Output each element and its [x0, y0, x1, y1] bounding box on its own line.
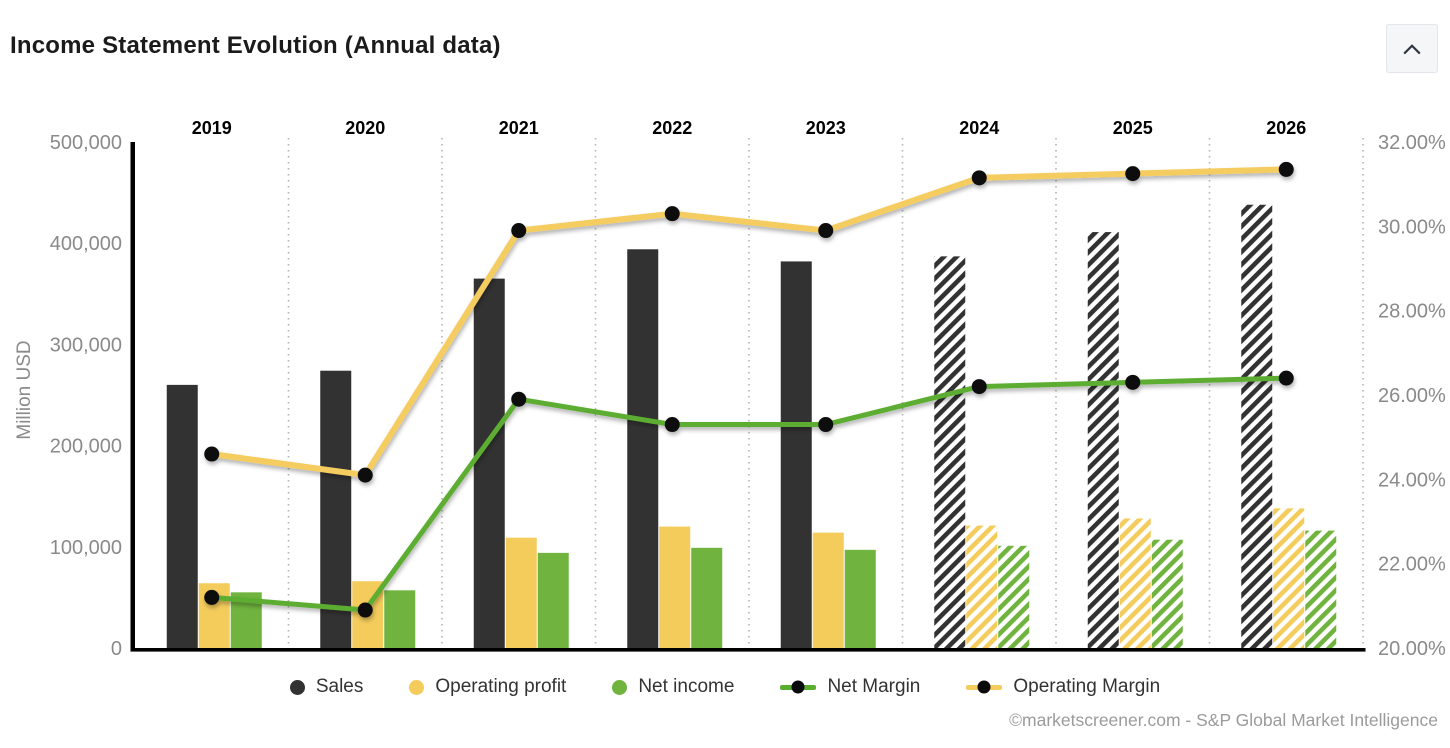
svg-text:2019: 2019 [192, 118, 232, 138]
bar-sales-2026 [1241, 204, 1273, 648]
bar-series-sales [166, 204, 1273, 648]
legend-label-net-margin: Net Margin [827, 676, 921, 697]
bar-operating-profit-2026 [1273, 508, 1305, 648]
svg-text:0: 0 [111, 638, 122, 660]
line-operating-margin [208, 166, 1290, 479]
bar-operating-profit-2023 [812, 532, 844, 648]
point-operating-margin-2025 [1125, 166, 1141, 182]
svg-text:2020: 2020 [345, 118, 385, 138]
legend-item-operating-profit[interactable]: Operating profit [409, 676, 566, 698]
svg-text:30.00%: 30.00% [1378, 216, 1446, 238]
point-net-margin-2024 [971, 379, 987, 395]
point-operating-margin-2020 [357, 467, 373, 483]
bar-series-net-income [230, 530, 1337, 648]
svg-text:2025: 2025 [1113, 118, 1153, 138]
point-operating-margin-2024 [971, 170, 987, 186]
svg-text:24.00%: 24.00% [1378, 469, 1446, 491]
svg-text:2021: 2021 [499, 118, 539, 138]
bar-net-income-2022 [691, 547, 723, 648]
bar-operating-profit-2025 [1119, 518, 1151, 648]
point-operating-margin-2019 [204, 446, 220, 462]
y-axis-line [130, 142, 135, 648]
bar-sales-2020 [320, 370, 352, 648]
svg-text:20.00%: 20.00% [1378, 638, 1446, 660]
bar-net-income-2020 [384, 590, 416, 648]
point-net-margin-2020 [357, 602, 373, 618]
point-net-margin-2025 [1125, 374, 1141, 390]
point-net-margin-2026 [1278, 370, 1294, 386]
svg-text:32.00%: 32.00% [1378, 132, 1446, 154]
legend-label-operating-profit: Operating profit [435, 676, 567, 697]
svg-text:2023: 2023 [806, 118, 846, 138]
bar-sales-2024 [934, 256, 966, 648]
bar-series-operating-profit [198, 508, 1305, 648]
sales-marker-icon [289, 679, 305, 695]
point-net-margin-2019 [204, 589, 220, 605]
bar-sales-2025 [1087, 232, 1119, 648]
legend-label-operating-margin: Operating Margin [1013, 676, 1161, 697]
bars [166, 204, 1337, 648]
legend-label-sales: Sales [315, 676, 364, 697]
bar-operating-profit-2024 [966, 525, 998, 648]
bar-operating-profit-2022 [659, 526, 691, 648]
chart-legend: Sales Operating profit Net income Net Ma… [0, 666, 1450, 708]
operating-margin-marker-icon [966, 680, 1003, 694]
operating-profit-marker-icon [409, 679, 425, 695]
svg-text:400,000: 400,000 [50, 233, 122, 255]
point-operating-margin-2023 [818, 223, 834, 239]
legend-item-net-income[interactable]: Net income [612, 676, 734, 698]
point-operating-margin-2022 [664, 206, 680, 222]
bar-net-income-2026 [1305, 530, 1337, 648]
chart-canvas: 2019 2020 2021 2022 2023 2024 2025 2026 0 100,000… [14, 118, 1446, 660]
svg-text:28.00%: 28.00% [1378, 301, 1446, 323]
legend-label-net-income: Net income [638, 676, 735, 697]
bar-net-income-2025 [1151, 539, 1183, 648]
legend-item-net-margin[interactable]: Net Margin [780, 676, 920, 698]
collapse-button[interactable] [1386, 24, 1438, 73]
income-statement-chart: 2019 2020 2021 2022 2023 2024 2025 2026 0 100,000… [0, 90, 1450, 665]
bar-sales-2022 [627, 249, 659, 648]
point-net-margin-2022 [664, 417, 680, 433]
bar-sales-2021 [473, 278, 505, 648]
bar-sales-2023 [780, 261, 812, 648]
bar-net-income-2021 [537, 552, 569, 648]
svg-text:500,000: 500,000 [50, 132, 122, 154]
bar-net-income-2023 [844, 549, 876, 648]
svg-text:26.00%: 26.00% [1378, 385, 1446, 407]
left-axis-title: Million USD [14, 340, 35, 439]
margin-lines [204, 161, 1294, 618]
left-axis-labels: 0 100,000 200,000 300,000 400,000 500,000 Mill… [14, 132, 122, 660]
svg-text:22.00%: 22.00% [1378, 554, 1446, 576]
point-net-margin-2023 [818, 417, 834, 433]
x-axis-year-labels: 2019 2020 2021 2022 2023 2024 2025 2026 [192, 118, 1307, 138]
svg-text:100,000: 100,000 [50, 537, 122, 559]
svg-text:2022: 2022 [652, 118, 692, 138]
net-income-marker-icon [612, 679, 628, 695]
point-operating-margin-2026 [1278, 161, 1294, 177]
point-net-margin-2021 [511, 391, 527, 407]
bar-net-income-2024 [998, 545, 1030, 648]
net-margin-marker-icon [780, 680, 817, 694]
point-operating-margin-2021 [511, 223, 527, 239]
chart-title: Income Statement Evolution (Annual data) [10, 32, 501, 59]
svg-text:2024: 2024 [959, 118, 999, 138]
line-net-margin [209, 375, 1289, 613]
svg-text:2026: 2026 [1266, 118, 1306, 138]
attribution: ©marketscreener.com - S&P Global Market … [1009, 710, 1438, 730]
right-axis-labels: 20.00% 22.00% 24.00% 26.00% 28.00% 30.00% 32.0… [1378, 132, 1446, 660]
x-axis-line [130, 648, 1366, 652]
legend-item-sales[interactable]: Sales [289, 676, 364, 698]
bar-operating-profit-2021 [505, 537, 537, 648]
legend-item-operating-margin[interactable]: Operating Margin [966, 676, 1160, 698]
svg-text:300,000: 300,000 [50, 334, 122, 356]
chart-header: Income Statement Evolution (Annual data) [0, 0, 1450, 90]
svg-text:200,000: 200,000 [50, 436, 122, 458]
chevron-up-icon [1403, 43, 1421, 54]
bar-sales-2019 [166, 384, 198, 648]
